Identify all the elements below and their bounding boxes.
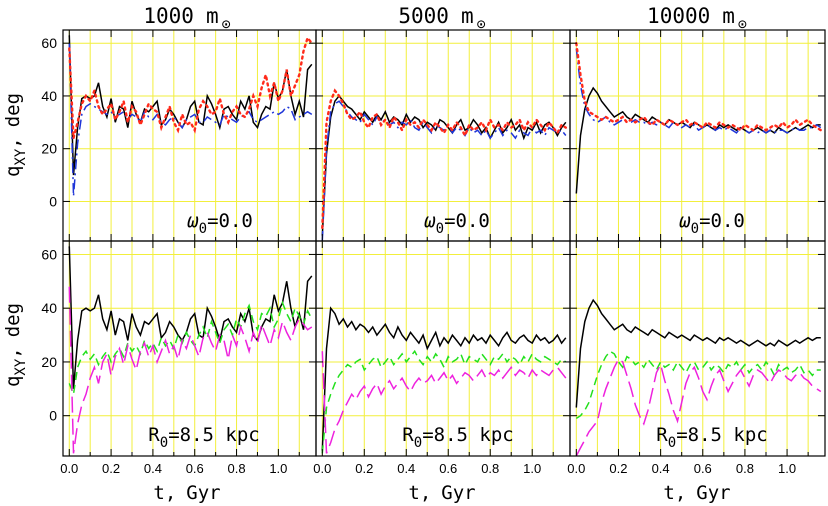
x-tick-label: 0.4 (652, 461, 670, 476)
series-line-magenta (321, 351, 567, 454)
x-tick-label: 0.2 (102, 461, 120, 476)
y-tick-label: 40 (41, 300, 57, 316)
panel-frame (569, 240, 826, 457)
series-line-red (575, 42, 822, 132)
series-line-blue (68, 43, 313, 197)
series-line-green (68, 300, 313, 398)
y-tick-label: 0 (49, 193, 57, 209)
x-tick-label: 0.2 (609, 461, 627, 476)
x-tick-label: 0.0 (60, 461, 78, 476)
column-title-1: 1000 m ⊙ (143, 4, 230, 33)
series-line-black (68, 35, 313, 176)
x-tick-label: 0.6 (186, 461, 204, 476)
panel-r2c3: 0.0 0.2 0.4 0.6 0.8 1.0 (567, 240, 826, 476)
series-line-black (68, 246, 313, 389)
y-axis-label-bottom: qXY,deg (2, 303, 29, 387)
y-tick-label: 60 (41, 246, 57, 262)
y-tick-label: 0 (49, 408, 57, 424)
row-label-r0-1: R0=8.5 kpc (148, 424, 259, 451)
x-tick-label: 0.8 (228, 461, 246, 476)
x-axis-label-1: t, Gyr (153, 482, 220, 504)
series-line-blue (321, 100, 567, 241)
row-label-omega-2: ω0=0.0 (424, 210, 490, 237)
panel-r1c2 (315, 29, 571, 242)
row-label-omega-3: ω0=0.0 (679, 210, 745, 237)
row-labels: ω0=0.0 ω0=0.0 ω0=0.0 R0=8.5 kpc R0=8.5 k… (148, 210, 767, 451)
column-title-3: 10000 m ⊙ (647, 4, 747, 33)
row-label-r0-3: R0=8.5 kpc (656, 424, 767, 451)
x-axis-label-2: t, Gyr (408, 482, 475, 504)
column-title-2: 5000 m ⊙ (398, 4, 485, 33)
series-line-green (575, 350, 821, 420)
x-tick-label: 0.0 (313, 461, 331, 476)
series-line-black (575, 86, 821, 194)
series-line-black (575, 298, 821, 408)
series-line-magenta (68, 286, 313, 454)
series-line-red (68, 35, 313, 139)
series-line-red (321, 88, 567, 230)
panel-r2c2: 0.0 0.2 0.4 0.6 0.8 1.0 (313, 240, 571, 476)
row-label-r0-2: R0=8.5 kpc (402, 424, 513, 451)
panel-r1c3 (569, 29, 826, 242)
x-tick-label: 0.6 (439, 461, 457, 476)
x-tick-label: 0.4 (397, 461, 415, 476)
series-line-green (321, 349, 567, 454)
x-tick-label: 0.2 (355, 461, 373, 476)
series-line-black (321, 306, 567, 451)
series-line-blue (575, 48, 822, 134)
row-label-omega-1: ω0=0.0 (187, 210, 253, 237)
y-tick-label: 40 (41, 88, 57, 104)
x-tick-label: 1.0 (269, 461, 287, 476)
series-line-magenta (575, 358, 822, 456)
x-tick-label: 0.0 (567, 461, 585, 476)
y-tick-label: 20 (41, 141, 57, 157)
panel-r1c1: 0 20 40 60 (41, 29, 317, 242)
x-axis-label-3: t, Gyr (663, 482, 730, 504)
axis-titles: qXY,deg qXY,deg t, Gyr t, Gyr t, Gyr (2, 93, 731, 504)
x-tick-label: 1.0 (778, 461, 796, 476)
x-tick-label: 0.6 (694, 461, 712, 476)
x-tick-label: 0.4 (144, 461, 162, 476)
y-axis-label-top: qXY,deg (2, 93, 29, 177)
panel-r2c1: 0 20 40 60 0.0 0.2 0.4 0.6 0.8 1.0 (41, 240, 317, 476)
x-tick-label: 0.8 (481, 461, 499, 476)
y-tick-label: 20 (41, 354, 57, 370)
column-titles: 1000 m ⊙ 5000 m ⊙ 10000 m ⊙ (143, 4, 747, 33)
y-tick-label: 60 (41, 35, 57, 51)
x-tick-label: 0.8 (736, 461, 754, 476)
x-tick-label: 1.0 (523, 461, 541, 476)
